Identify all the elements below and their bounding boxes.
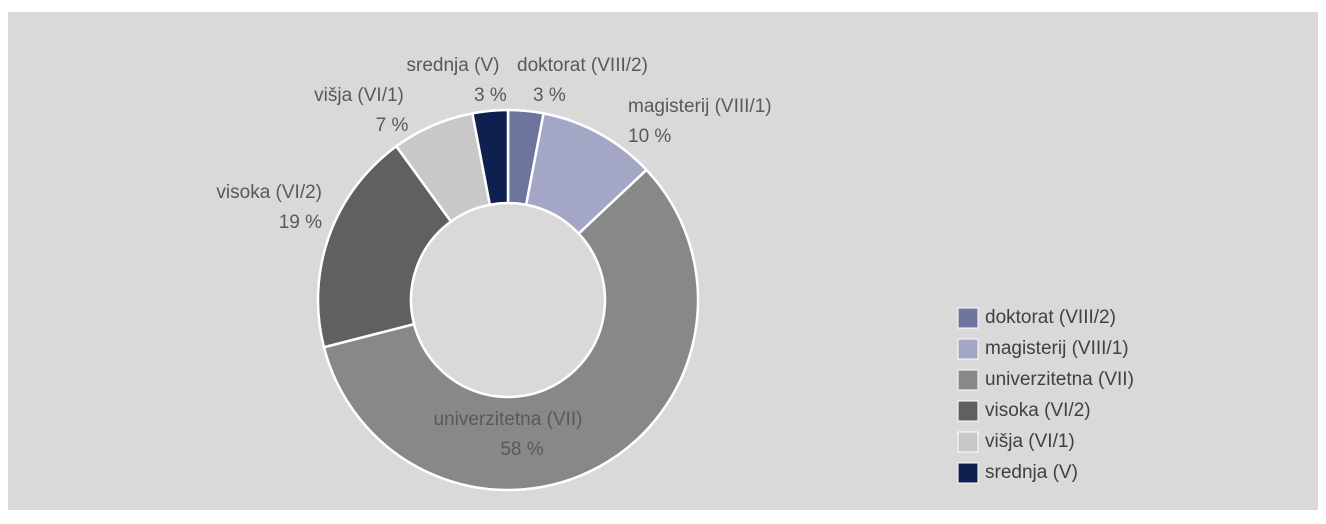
slice-label: srednja (V)	[407, 55, 500, 76]
legend-text: univerzitetna (VII)	[985, 369, 1134, 390]
slice-value: 19 %	[279, 212, 322, 233]
legend-swatch	[957, 338, 979, 360]
legend-swatch	[957, 307, 979, 329]
legend-swatch	[957, 462, 979, 484]
slice-value: 3 %	[533, 85, 566, 106]
legend-swatch	[957, 431, 979, 453]
slice	[316, 144, 453, 349]
slice-label: visoka (VI/2)	[216, 182, 322, 203]
slice-value: 58 %	[500, 439, 543, 460]
legend-text: srednja (V)	[985, 462, 1078, 483]
legend-text: visoka (VI/2)	[985, 400, 1091, 421]
slice-label: magisterij (VIII/1)	[628, 96, 772, 117]
legend-swatch	[957, 400, 979, 422]
slice	[470, 108, 510, 207]
slice-value: 10 %	[628, 126, 671, 147]
slice-value: 3 %	[474, 85, 507, 106]
legend-text: magisterij (VIII/1)	[985, 338, 1129, 359]
slice-label: doktorat (VIII/2)	[517, 55, 648, 76]
legend-text: višja (VI/1)	[985, 431, 1075, 452]
slice-label: višja (VI/1)	[314, 85, 404, 106]
slice	[322, 168, 700, 492]
slice-value: 7 %	[376, 115, 409, 136]
legend-text: doktorat (VIII/2)	[985, 307, 1116, 328]
slice-label: univerzitetna (VII)	[434, 409, 583, 430]
legend-swatch	[957, 369, 979, 391]
